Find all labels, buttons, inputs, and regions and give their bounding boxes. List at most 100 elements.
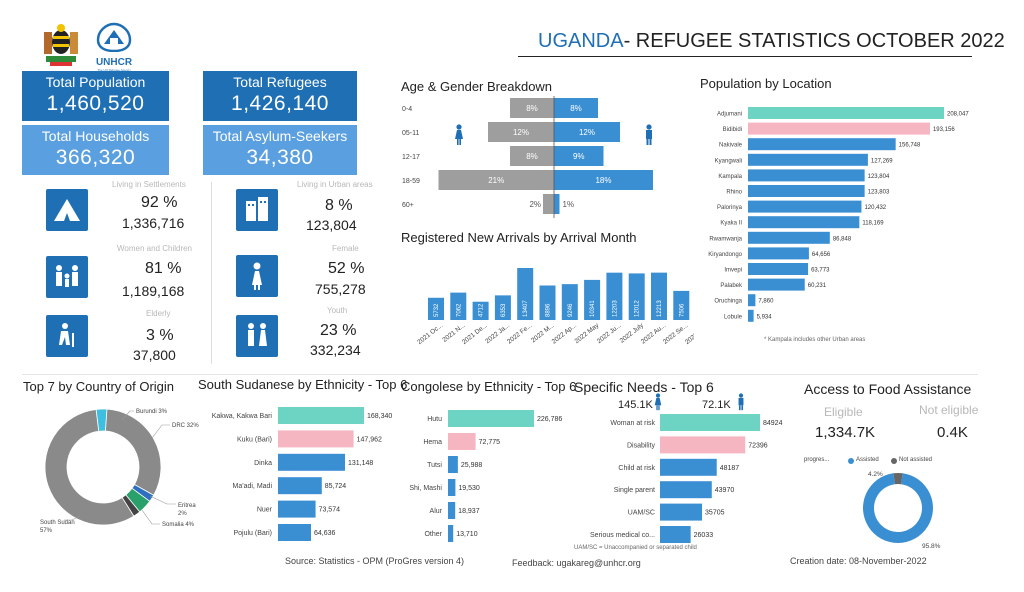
arrival-tick-label: 2021 Oc... — [416, 322, 444, 346]
location-tick-label: Nakivale — [719, 143, 743, 149]
arrival-bar — [628, 273, 645, 320]
location-value-label: 208,047 — [947, 112, 969, 118]
location-value-label: 5,934 — [757, 314, 773, 320]
specific-needs-chart: Woman at risk 84924 Disability 72396 Child a… — [590, 414, 783, 543]
urban-num: 123,804 — [306, 217, 357, 233]
location-value-label: 123,803 — [868, 190, 890, 196]
origin-label: 57% — [40, 528, 53, 534]
location-tick-label: Palorinya — [717, 205, 743, 211]
food-chart: 4.2% 95.8% — [863, 471, 941, 550]
female-pct: 52 % — [328, 260, 365, 277]
arrival-bar — [584, 279, 601, 320]
female-value-label: 12% — [513, 128, 529, 137]
south-sudanese-tick-label: Pojulu (Bari) — [233, 530, 272, 537]
south-sudanese-bar — [278, 524, 312, 541]
congolese-tick-label: Hutu — [427, 416, 442, 423]
congolese-value-label: 226,786 — [537, 416, 562, 423]
female-person-icon — [653, 393, 663, 416]
origin-label: Somalia 4% — [162, 522, 195, 528]
elderly-pct: 3 % — [146, 327, 174, 344]
origin-label: Eritrea — [178, 503, 196, 509]
age-tick-label: 0-4 — [402, 106, 412, 113]
arrival-value-label: 10341 — [590, 300, 596, 317]
location-bar — [748, 200, 862, 213]
location-value-label: 86,848 — [833, 236, 852, 242]
arrival-value-label: 7506 — [679, 303, 685, 317]
female-label: Female — [332, 244, 359, 253]
not-eligible-label: Not eligible — [919, 403, 979, 417]
origin-label: South Sudan — [40, 520, 75, 526]
congolese-value-label: 25,988 — [461, 462, 483, 469]
congolese-bar — [448, 502, 456, 519]
arrival-value-label: 6353 — [501, 303, 507, 317]
arrival-tick-label: 2022 Ap... — [551, 322, 579, 346]
page-title: UGANDA- REFUGEE STATISTICS OCTOBER 2022 — [538, 30, 1005, 53]
stats-divider — [211, 182, 212, 364]
arrival-tick-label: 2021 De... — [461, 322, 489, 346]
urban-label: Living in Urban areas — [297, 180, 373, 189]
food-assisted-label: 95.8% — [922, 543, 941, 550]
specific-needs-tick-label: Serious medical co... — [590, 532, 655, 539]
food-legend-title: progres... — [804, 457, 830, 463]
arrival-value-label: 7062 — [456, 303, 462, 317]
female-num: 755,278 — [315, 281, 366, 297]
specific-needs-female-total: 145.1K — [618, 399, 653, 411]
arrival-tick-label: 2022 Ju... — [596, 322, 623, 345]
male-value-label: 8% — [570, 104, 582, 113]
location-bar — [748, 169, 865, 182]
specific-needs-value-label: 84924 — [763, 420, 783, 427]
eligible-value: 1,334.7K — [815, 424, 876, 441]
legend-not-assisted: Not assisted — [899, 457, 933, 463]
food-title: Access to Food Assistance — [804, 381, 972, 397]
origin-slice — [105, 408, 162, 496]
kpi-total-refugees: Total Refugees 1,426,140 — [203, 71, 357, 121]
location-bar — [748, 185, 865, 197]
male-person-icon — [736, 393, 746, 416]
kpi-label: Total Refugees — [233, 74, 327, 90]
kpi-value: 366,320 — [55, 146, 136, 169]
youth-num: 332,234 — [310, 342, 361, 358]
location-value-label: 63,773 — [811, 268, 830, 274]
origin-title: Top 7 by Country of Origin — [23, 379, 175, 394]
specific-needs-value-label: 35705 — [705, 510, 725, 517]
women-children-num: 1,189,168 — [122, 283, 185, 299]
location-tick-label: Rwamwanja — [709, 236, 742, 242]
south-sudanese-bar — [278, 500, 316, 518]
arrival-value-label: 9246 — [568, 303, 574, 317]
age-gender-title: Age & Gender Breakdown — [401, 79, 553, 94]
urban-pct: 8 % — [325, 197, 353, 214]
congolese-tick-label: Hema — [423, 439, 442, 446]
origin-leader-line — [121, 410, 134, 421]
location-value-label: 156,748 — [899, 143, 921, 149]
congolese-value-label: 18,937 — [458, 508, 480, 515]
female-bar — [510, 98, 554, 118]
arrival-bar — [494, 295, 511, 320]
female-value-label: 8% — [526, 104, 538, 113]
section-divider — [22, 374, 978, 375]
specific-needs-bar — [660, 458, 717, 476]
congolese-bar — [448, 525, 454, 542]
origin-label: Burundi 3% — [136, 409, 168, 415]
not-eligible-value: 0.4K — [937, 424, 968, 441]
south-sudanese-bar — [278, 430, 354, 448]
congolese-tick-label: Alur — [430, 508, 443, 515]
kpi-total-households: Total Households 366,320 — [22, 125, 169, 175]
youth-pct: 23 % — [320, 322, 357, 339]
male-value-label: 1% — [563, 200, 575, 209]
kpi-value: 34,380 — [246, 146, 314, 169]
buildings-icon — [236, 189, 278, 231]
arrival-bar — [651, 272, 667, 320]
specific-needs-male-total: 72.1K — [702, 399, 731, 411]
female-bar — [488, 122, 554, 142]
location-value-label: 7,860 — [758, 299, 774, 305]
arrival-value-label: 5732 — [434, 303, 440, 317]
location-value-label: 127,269 — [871, 158, 893, 164]
location-bar — [748, 247, 809, 260]
arrival-value-label: 12012 — [635, 300, 641, 317]
location-tick-label: Kiryandongo — [708, 252, 742, 258]
specific-needs-footnote: UAM/SC = Unaccompanied or separated chil… — [574, 545, 697, 551]
south-sudanese-tick-label: Dinka — [254, 460, 272, 467]
food-not-assisted-label: 4.2% — [868, 471, 883, 478]
location-tick-label: Kyaka II — [720, 221, 742, 227]
family-icon — [46, 256, 88, 298]
